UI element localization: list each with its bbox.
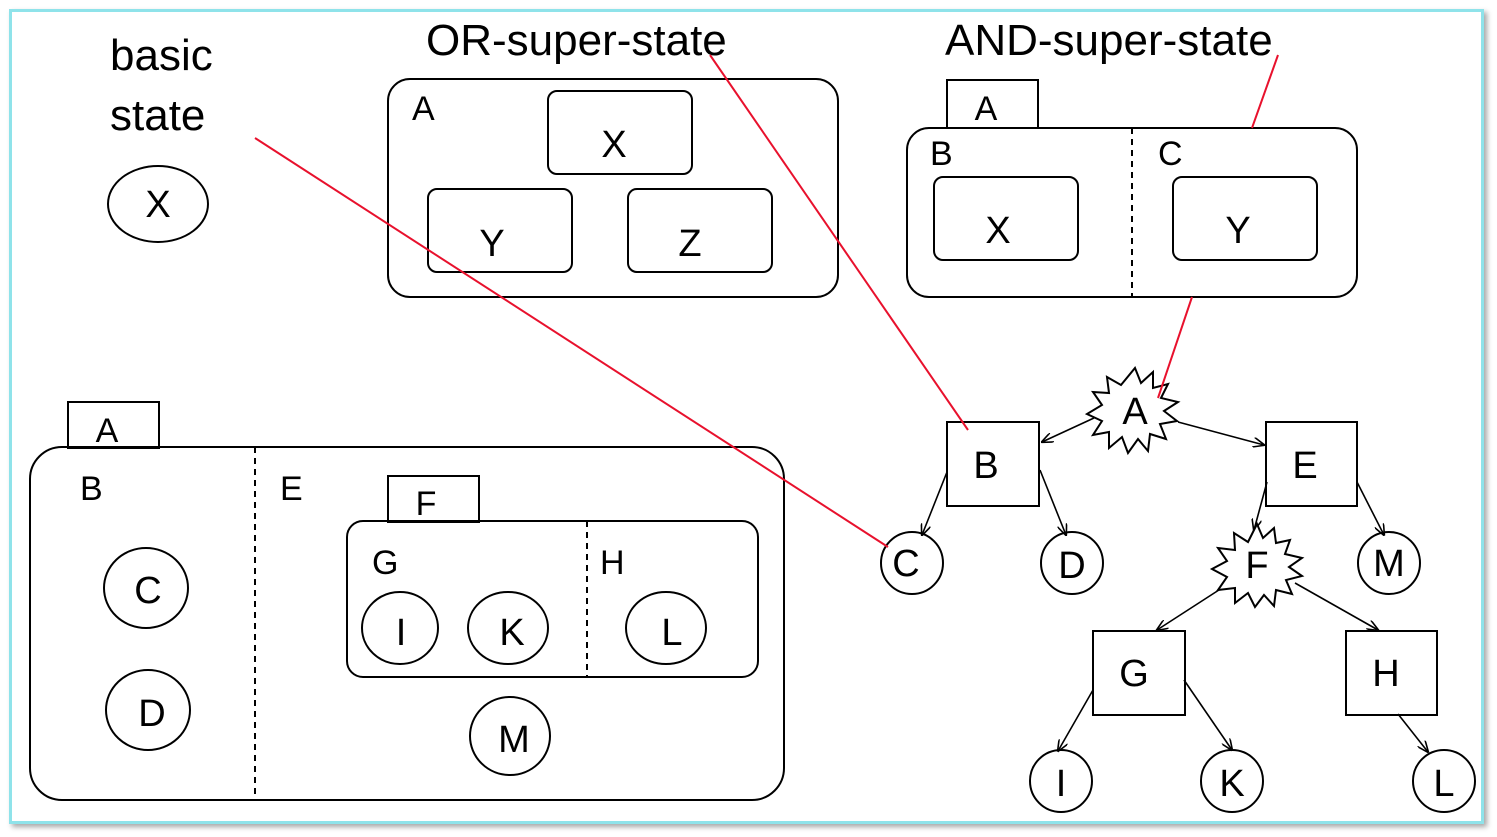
tree-node-l-label: L [1433, 763, 1454, 805]
or-super-state: A X Y Z [387, 78, 839, 298]
tree-node-f-burst [1209, 521, 1305, 609]
nested-a-box [29, 446, 785, 801]
tree-node-a-burst [1084, 366, 1181, 456]
tree-node-c-label: C [892, 543, 919, 585]
diagram-frame [9, 9, 1484, 824]
connector-lines [254, 54, 1279, 548]
tree-node-h-box [1345, 630, 1438, 716]
nested-state-l [625, 591, 707, 665]
edge-h-l [1397, 713, 1428, 752]
nested-state-c [103, 547, 189, 629]
nested-region-h-name: H [600, 544, 625, 582]
tree-node-k [1200, 749, 1264, 813]
nested-a-name: A [96, 412, 119, 450]
tree-node-g-box [1092, 630, 1186, 716]
nested-state-k [467, 591, 549, 665]
nested-state-i-label: I [396, 612, 407, 654]
tree-node-m [1357, 531, 1421, 595]
tree-node-g-label: G [1119, 653, 1149, 695]
or-state-box [387, 78, 839, 298]
tree-node-h-label: H [1372, 653, 1399, 695]
nested-statechart: A B E C D F G H I K L M [29, 401, 785, 801]
edge-e-m [1356, 481, 1384, 535]
edge-b-d [1039, 469, 1066, 535]
or-child-z-box [627, 188, 773, 273]
state-tree: A B E C D F M G H I K L [880, 366, 1476, 813]
tree-node-b-label: B [973, 445, 998, 487]
nested-state-c-label: C [134, 570, 161, 612]
or-child-x-box [547, 90, 693, 175]
tree-node-i-label: I [1056, 763, 1067, 805]
tree-node-d-label: D [1058, 545, 1085, 587]
connector-basic-to-c [254, 137, 889, 548]
nested-state-l-label: L [661, 612, 682, 654]
or-child-y-label: Y [479, 223, 504, 265]
tree-node-k-label: K [1219, 763, 1244, 805]
tree-node-a-label: A [1122, 391, 1148, 433]
nested-f-name: F [416, 485, 437, 523]
and-region-b-state-label: X [985, 210, 1010, 252]
nested-region-g-name: G [372, 544, 398, 582]
nested-region-e-name: E [280, 470, 303, 508]
nested-state-d-label: D [138, 693, 165, 735]
or-child-x-label: X [601, 124, 626, 166]
edge-a-b [1042, 417, 1095, 442]
connector-and-to-a [1157, 296, 1193, 399]
basic-state: X [107, 165, 209, 243]
edge-a-e [1177, 421, 1264, 445]
and-region-c-state-label: Y [1225, 210, 1250, 252]
and-region-b-state-box [933, 176, 1079, 261]
basic-title-line1: basic [110, 31, 213, 80]
tree-node-l [1412, 749, 1476, 813]
nested-state-d [105, 669, 191, 751]
nested-state-k-label: K [499, 612, 524, 654]
edge-g-i [1058, 689, 1094, 751]
and-state-name: A [975, 90, 998, 128]
and-region-c-state-box [1172, 176, 1318, 261]
or-child-z-label: Z [678, 223, 701, 265]
tree-node-e-label: E [1292, 445, 1317, 487]
nested-state-m [469, 696, 551, 776]
or-child-y-box [427, 188, 573, 273]
tree-node-e-box [1265, 421, 1358, 507]
edge-e-f [1254, 481, 1268, 530]
connector-and-title-to-box [1251, 54, 1279, 129]
and-super-state: A B C X Y [906, 79, 1358, 298]
tree-node-c [880, 531, 944, 595]
connector-or-to-b [709, 54, 969, 431]
or-state-name: A [412, 90, 435, 128]
nested-state-m-label: M [498, 719, 530, 761]
basic-title-line2: state [110, 91, 205, 140]
basic-state-label: X [145, 184, 170, 226]
tree-node-i [1029, 749, 1093, 813]
edge-b-c [922, 471, 948, 535]
nested-region-b-name: B [80, 470, 103, 508]
nested-state-i [361, 591, 439, 665]
and-region-c-name: C [1158, 135, 1183, 173]
tree-node-f-label: F [1245, 545, 1268, 587]
edge-f-g [1157, 587, 1223, 630]
tree-node-d [1040, 531, 1104, 595]
tree-node-b-box [946, 421, 1040, 507]
basic-state-ellipse [107, 165, 209, 243]
edge-f-h [1294, 582, 1378, 630]
or-super-state-title: OR-super-state [426, 16, 727, 65]
nested-f-box [346, 520, 759, 678]
and-region-b-name: B [930, 135, 953, 173]
edge-g-k [1183, 679, 1232, 750]
tree-node-m-label: M [1373, 543, 1405, 585]
and-super-state-title: AND-super-state [945, 16, 1273, 65]
